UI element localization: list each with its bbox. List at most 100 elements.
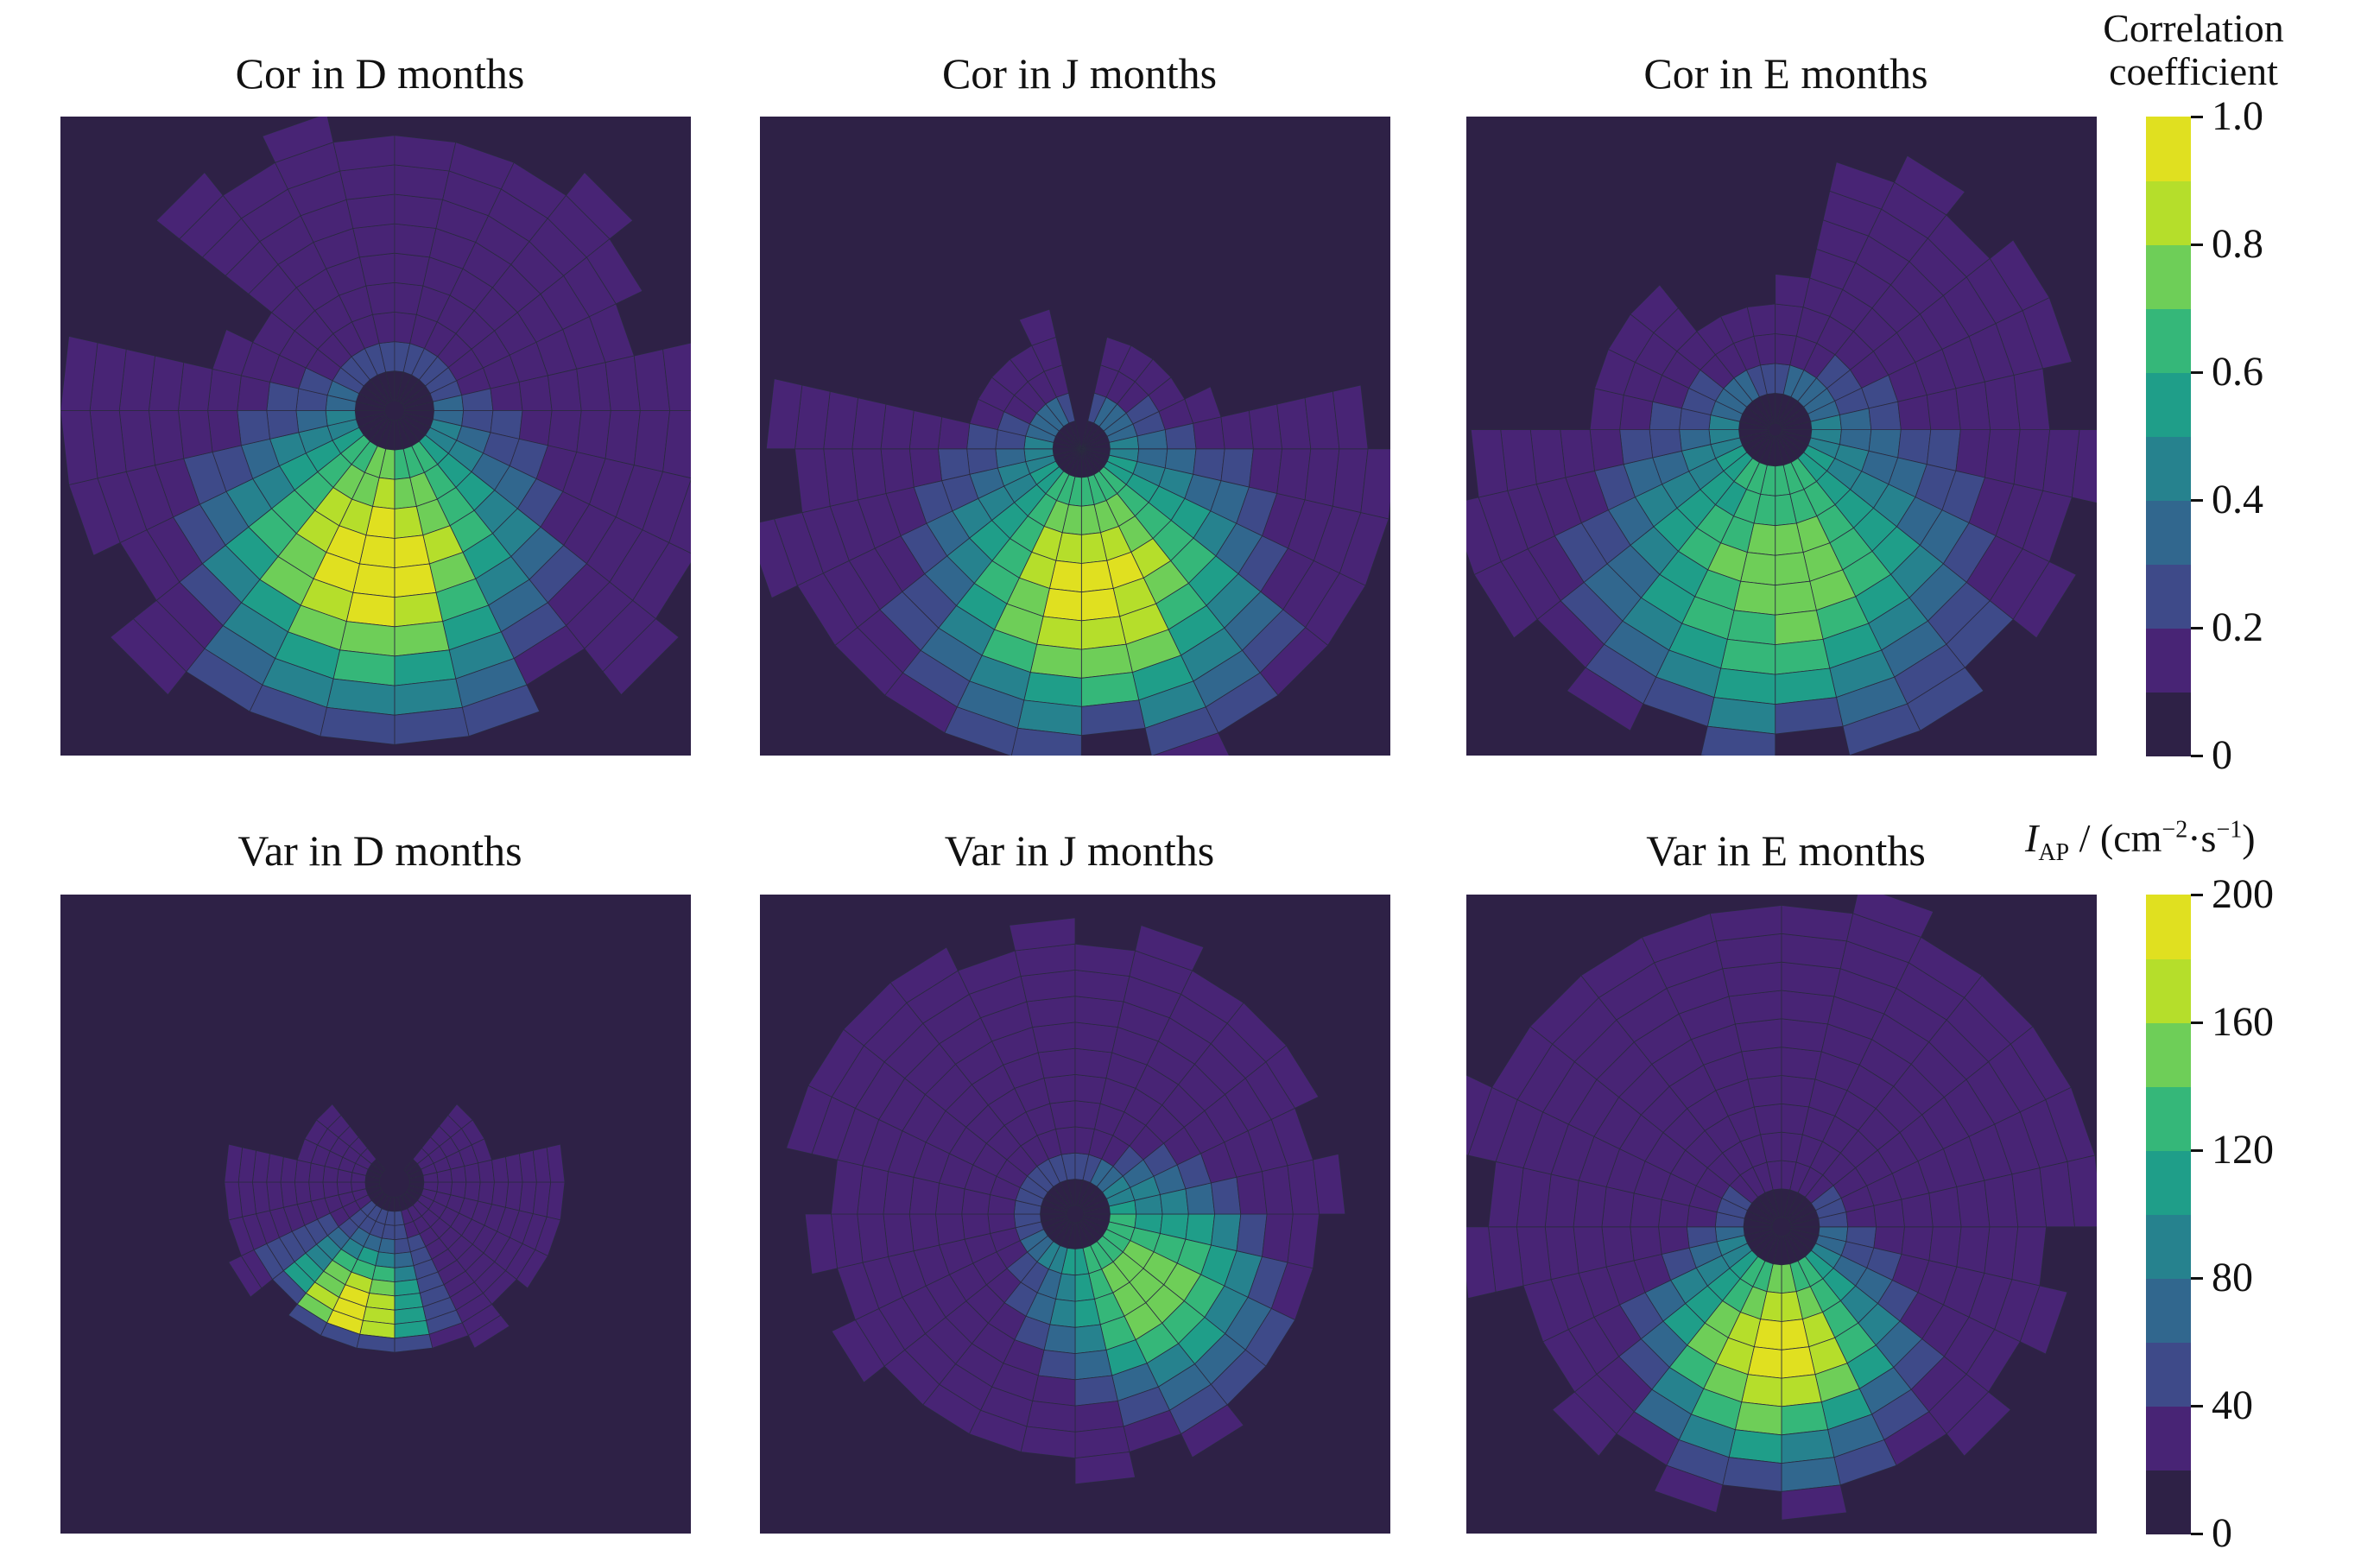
heatmap-cell [1741, 1374, 1782, 1407]
heatmap-cell [1032, 1375, 1076, 1407]
heatmap-cell [1573, 1226, 1607, 1274]
unit-mid: ·s [2187, 816, 2217, 860]
heatmap-cell [1928, 1226, 1962, 1268]
colorbar-segment [2146, 895, 2191, 959]
heatmap-svg [760, 117, 1390, 756]
heatmap-cell [518, 375, 553, 411]
heatmap-cell [662, 342, 691, 411]
heatmap-cell [467, 1314, 510, 1349]
colorbar-tick-label: 40 [2212, 1382, 2253, 1428]
heatmap-cell [315, 1104, 342, 1129]
colorbar-tick-label: 120 [2212, 1127, 2274, 1173]
heatmap-cell [1775, 552, 1811, 586]
colorbar-tick-label: 1.0 [2212, 93, 2263, 139]
heatmap-panel-var-j [760, 895, 1390, 1534]
colorbar-segment [2146, 1342, 2191, 1407]
heatmap-cell [1775, 610, 1824, 646]
colorbar-segment [2146, 117, 2191, 181]
heatmap-cell [1956, 1226, 1991, 1274]
heatmap-cell [1955, 381, 1991, 431]
colorbar-title-line2: coefficient [2109, 49, 2278, 93]
heatmap-cell [576, 362, 611, 411]
heatmap-cell [1265, 1045, 1320, 1109]
heatmap-cell [1842, 703, 1921, 756]
heatmap-cell [1042, 588, 1082, 622]
colorbar-segment [2146, 372, 2191, 437]
heatmap-cell [1700, 725, 1776, 756]
heatmap-svg [1466, 117, 2097, 756]
colorbar-segment [2146, 180, 2191, 245]
colorbar-tick [2191, 627, 2203, 629]
heatmap-cell [1781, 1484, 1847, 1521]
heatmap-cell [880, 448, 915, 494]
heatmap-cell [889, 946, 959, 1003]
heatmap-cell [1601, 1226, 1635, 1268]
colorbar-title-correlation: Correlation coefficient [2012, 7, 2375, 93]
heatmap-cell [1036, 616, 1082, 650]
colorbar-unit-variance: IAP / (cm−2·s−1) [2025, 815, 2256, 867]
colorbar-tick-label: 200 [2212, 871, 2274, 917]
heatmap-cell [1010, 727, 1082, 756]
heatmap-cell [1018, 308, 1057, 346]
colorbar-segment [2146, 1278, 2191, 1343]
heatmap-cell [308, 1181, 326, 1202]
heatmap-cell [883, 1171, 915, 1215]
panel-title-cor-e: Cor in E months [1643, 49, 1928, 98]
heatmap-cell [1236, 1171, 1268, 1215]
heatmap-cell [1313, 1153, 1346, 1215]
heatmap-cell [207, 368, 242, 411]
heatmap-cell [60, 409, 98, 485]
panel-title-cor-j: Cor in J months [941, 49, 1218, 98]
heatmap-cell [1928, 1186, 1962, 1228]
heatmap-cell [262, 117, 334, 163]
unit-subscript: AP [2038, 839, 2070, 867]
colorbar-segment [2146, 1470, 2191, 1534]
colorbar-tick [2191, 244, 2203, 246]
heatmap-cell [1466, 1226, 1497, 1300]
colorbar-segment [2146, 1086, 2191, 1151]
heatmap-cell [1074, 1375, 1118, 1407]
heatmap-cell [1781, 1047, 1822, 1080]
heatmap-cell [1211, 1213, 1242, 1252]
heatmap-cell [1181, 1404, 1244, 1458]
heatmap-cell [548, 409, 582, 452]
heatmap-svg [60, 117, 691, 756]
heatmap-cell [804, 1213, 838, 1275]
heatmap-cell [394, 1251, 415, 1268]
heatmap-cell [345, 591, 396, 628]
heatmap-cell [1466, 497, 1502, 576]
heatmap-cell [178, 362, 213, 411]
heatmap-cell [908, 410, 943, 450]
heatmap-cell [1573, 1180, 1607, 1228]
heatmap-cell [1589, 429, 1624, 471]
panel-title-var-e: Var in E months [1646, 826, 1926, 875]
unit-exponent-1: −2 [2162, 816, 2188, 844]
panel-title-var-d: Var in D months [237, 826, 522, 875]
heatmap-cell [602, 618, 680, 696]
heatmap-cell [516, 1249, 549, 1289]
heatmap-cell [1236, 1213, 1268, 1257]
heatmap-cell [908, 1213, 940, 1252]
heatmap-cell [394, 591, 444, 628]
heatmap-cell [155, 172, 224, 240]
colorbar-tick [2191, 755, 2203, 757]
heatmap-cell [2022, 297, 2073, 370]
colorbar-tick [2191, 894, 2203, 896]
colorbar-segment [2146, 692, 2191, 756]
heatmap-cell [1734, 1018, 1782, 1053]
panel-title-cor-d: Cor in D months [235, 49, 525, 98]
heatmap-cell [178, 409, 213, 459]
heatmap-cell [765, 378, 803, 450]
heatmap-cell [1619, 429, 1654, 465]
heatmap-cell [60, 335, 98, 411]
heatmap-cell [1955, 429, 1991, 478]
heatmap-cell [1946, 1391, 2011, 1457]
heatmap-svg [1466, 895, 2097, 1534]
heatmap-cell [548, 368, 582, 411]
heatmap-cell [1901, 1192, 1934, 1228]
unit-exponent-2: −1 [2216, 816, 2243, 844]
colorbar-tick [2191, 371, 2203, 374]
heatmap-cell [1747, 1075, 1782, 1108]
heatmap-cell [1248, 448, 1283, 494]
